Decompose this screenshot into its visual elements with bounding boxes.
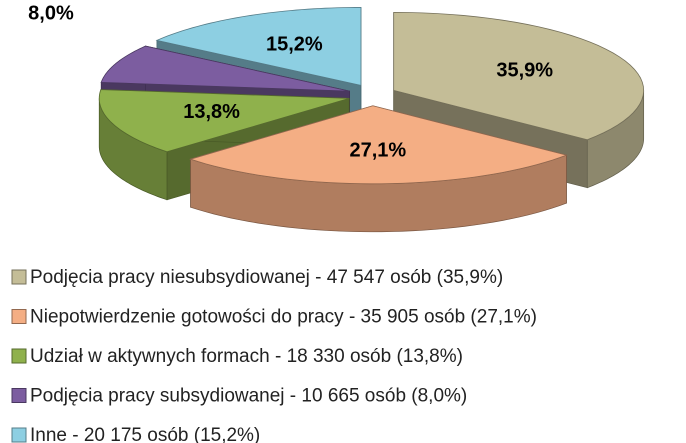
legend-swatch	[11, 348, 27, 364]
legend-label: Podjęcia pracy subsydiowanej - 10 665 os…	[30, 386, 467, 407]
data-label: 35,9%	[496, 59, 553, 81]
data-label: 8,0%	[28, 2, 74, 24]
slice	[189, 105, 568, 233]
slice-top	[393, 11, 645, 141]
legend-label: Inne - 20 175 osób (15,2%)	[30, 425, 260, 443]
legend-swatch	[11, 309, 27, 324]
slice-top	[100, 45, 350, 92]
legend-swatch	[11, 427, 27, 443]
legend-label: Podjęcia pracy niesubsydiowanej - 47 547…	[30, 267, 503, 288]
legend-label: Niepotwierdzenie gotowości do pracy - 35…	[30, 307, 537, 328]
data-label: 13,8%	[183, 101, 240, 123]
data-label: 27,1%	[349, 139, 406, 161]
slice-top	[98, 89, 350, 153]
slice-top	[189, 105, 568, 185]
legend-swatch	[11, 388, 27, 403]
data-label: 15,2%	[266, 34, 323, 56]
legend-label: Udział w aktywnych formach - 18 330 osób…	[30, 346, 463, 367]
slice-top	[155, 7, 362, 86]
legend-swatch	[11, 269, 27, 285]
